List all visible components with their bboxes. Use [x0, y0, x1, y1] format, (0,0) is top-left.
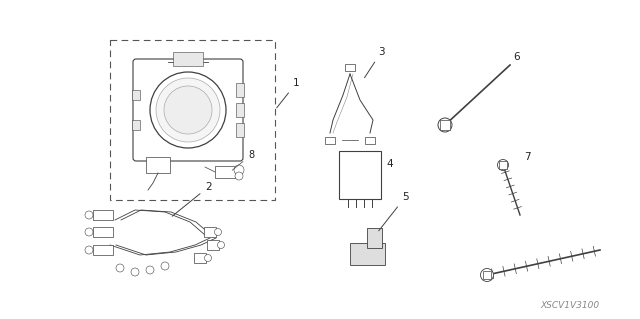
Bar [110, 40, 275, 200]
Bar [132, 120, 140, 130]
Bar [367, 228, 382, 248]
Circle shape [156, 78, 220, 142]
Circle shape [234, 165, 244, 175]
Bar [440, 120, 450, 130]
Circle shape [214, 228, 221, 235]
Circle shape [85, 246, 93, 254]
Text: 2: 2 [172, 182, 212, 216]
Circle shape [85, 228, 93, 236]
Bar [146, 157, 170, 173]
Bar [345, 63, 355, 70]
Circle shape [146, 266, 154, 274]
Circle shape [131, 268, 139, 276]
Bar [350, 243, 385, 265]
Bar [194, 253, 206, 263]
FancyBboxPatch shape [133, 59, 243, 161]
Circle shape [161, 262, 169, 270]
Circle shape [116, 264, 124, 272]
Circle shape [481, 269, 493, 281]
Bar [325, 137, 335, 144]
Text: XSCV1V3100: XSCV1V3100 [540, 300, 600, 309]
Bar [499, 161, 507, 169]
Bar [93, 245, 113, 255]
Circle shape [438, 118, 452, 132]
Text: 5: 5 [379, 192, 408, 231]
Bar [93, 210, 113, 220]
Bar [173, 52, 203, 66]
Bar [365, 137, 375, 144]
Circle shape [205, 255, 211, 262]
Bar [207, 240, 219, 250]
Text: 6: 6 [513, 52, 520, 62]
Circle shape [164, 86, 212, 134]
Text: 3: 3 [365, 47, 385, 78]
Bar [132, 90, 140, 100]
Circle shape [235, 172, 243, 180]
Bar [236, 123, 244, 137]
Circle shape [497, 160, 509, 170]
Bar [204, 227, 216, 237]
Bar [93, 227, 113, 237]
Text: 1: 1 [276, 78, 300, 108]
Text: 7: 7 [524, 152, 531, 162]
Text: 8: 8 [232, 150, 254, 170]
Circle shape [85, 211, 93, 219]
Bar [339, 151, 381, 199]
Bar [236, 103, 244, 117]
Circle shape [218, 241, 225, 249]
Circle shape [150, 72, 226, 148]
Bar [483, 271, 491, 279]
Bar [215, 166, 235, 178]
Text: 4: 4 [386, 159, 392, 169]
Bar [236, 83, 244, 97]
